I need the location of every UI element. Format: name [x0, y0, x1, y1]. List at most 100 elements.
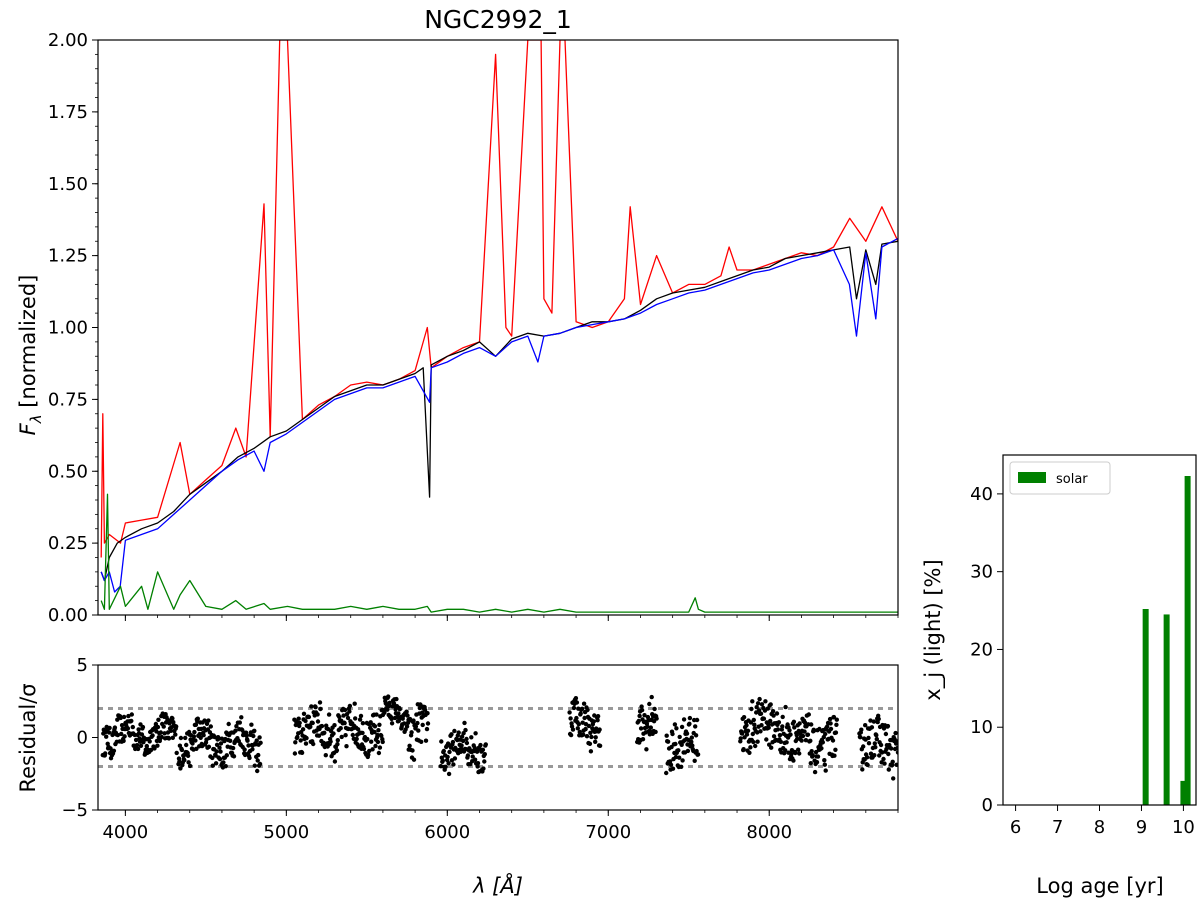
residual-point — [797, 751, 802, 756]
residual-point — [308, 724, 313, 729]
residual-point — [876, 716, 881, 722]
residual-point — [411, 718, 416, 723]
residual-point — [873, 745, 878, 750]
histogram-y-tick-label: 20 — [970, 639, 993, 660]
residual-point — [860, 767, 865, 772]
residual-point — [749, 706, 754, 712]
residual-x-tick-label: 8000 — [746, 822, 792, 843]
residual-point — [597, 743, 603, 748]
residual-point — [571, 705, 577, 711]
residual-point — [568, 732, 574, 738]
residual-point — [745, 728, 751, 733]
residual-point — [166, 736, 172, 741]
residual-point — [748, 745, 753, 750]
residual-point — [741, 747, 746, 752]
residual-point — [755, 701, 761, 706]
histogram-bar — [1142, 609, 1149, 805]
residual-point — [386, 694, 391, 699]
histogram-x-tick-label: 7 — [1052, 817, 1063, 838]
residual-point — [357, 717, 363, 722]
residual-point — [316, 733, 322, 738]
residual-x-tick-label: 6000 — [424, 822, 470, 843]
residual-point — [293, 740, 298, 745]
residual-point — [332, 759, 338, 764]
residual-point — [425, 711, 430, 716]
residual-point — [405, 713, 410, 718]
residual-point — [303, 741, 309, 746]
residual-point — [794, 733, 799, 738]
residual-point — [195, 716, 200, 721]
residual-point — [459, 743, 464, 748]
residual-point — [673, 754, 679, 760]
residual-point — [411, 757, 417, 762]
residual-point — [321, 740, 326, 746]
residual-point — [751, 739, 756, 745]
residual-point — [740, 731, 745, 736]
residual-point — [639, 704, 644, 709]
residual-point — [587, 741, 593, 746]
residual-point — [637, 713, 642, 719]
residual-point — [778, 739, 783, 744]
residual-point — [872, 753, 877, 758]
age-histogram-panel: 6 7 8 9 10 0 10 20 30 40 solar x_j (light) [%] Lo… — [921, 454, 1197, 898]
residual-point — [679, 724, 685, 730]
residual-point — [246, 743, 251, 748]
residual-point — [404, 709, 409, 714]
residual-point — [130, 724, 135, 730]
residual-point — [174, 724, 179, 729]
histogram-x-tick-label: 9 — [1136, 817, 1147, 838]
residual-point — [420, 710, 425, 715]
residual-point — [690, 743, 695, 748]
residual-point — [588, 730, 593, 735]
residual-point — [822, 762, 827, 767]
residual-point — [815, 754, 821, 759]
residual-point — [788, 732, 793, 737]
residual-point — [372, 729, 377, 735]
residual-point — [244, 733, 249, 738]
residual-point — [677, 755, 682, 760]
residual-point — [805, 732, 811, 737]
residual-point — [198, 735, 203, 740]
residual-point — [234, 724, 239, 729]
residual-point — [409, 730, 414, 735]
residual-point — [474, 749, 480, 754]
residual-point — [802, 720, 808, 725]
residual-x-axis-label: λ [Å] — [472, 872, 523, 898]
residual-point — [647, 701, 652, 707]
residual-point — [449, 732, 454, 737]
residual-point — [868, 718, 873, 723]
residual-point — [218, 749, 223, 754]
residual-point — [407, 716, 413, 722]
residual-point — [192, 729, 197, 735]
residual-point — [126, 713, 131, 719]
residual-point — [470, 754, 475, 759]
residual-point — [586, 723, 592, 729]
residual-point — [331, 731, 336, 736]
residual-point — [756, 708, 762, 713]
residual-point — [576, 722, 581, 727]
residual-point — [830, 738, 836, 743]
residual-point — [118, 715, 123, 721]
histogram-y-tick-label: 30 — [970, 562, 993, 583]
residual-point — [595, 714, 601, 719]
residual-point — [636, 718, 641, 724]
legend-swatch-solar — [1018, 472, 1046, 483]
residual-point — [858, 735, 863, 740]
residual-point — [182, 757, 187, 763]
residual-point — [152, 746, 157, 751]
residual-point — [748, 720, 754, 725]
spectrum-y-tick-label: 0.50 — [48, 461, 88, 482]
residual-point — [147, 739, 152, 744]
residual-point — [306, 714, 312, 720]
residual-point — [670, 766, 676, 771]
residual-point — [441, 748, 446, 754]
residual-point — [889, 746, 894, 751]
residual-point — [573, 696, 579, 701]
residual-point — [387, 700, 392, 705]
residual-point — [389, 721, 395, 726]
residual-point — [309, 704, 314, 709]
residual-point — [252, 763, 257, 768]
legend-box — [1009, 461, 1111, 495]
residual-point — [318, 706, 323, 712]
residual-point — [148, 747, 154, 753]
